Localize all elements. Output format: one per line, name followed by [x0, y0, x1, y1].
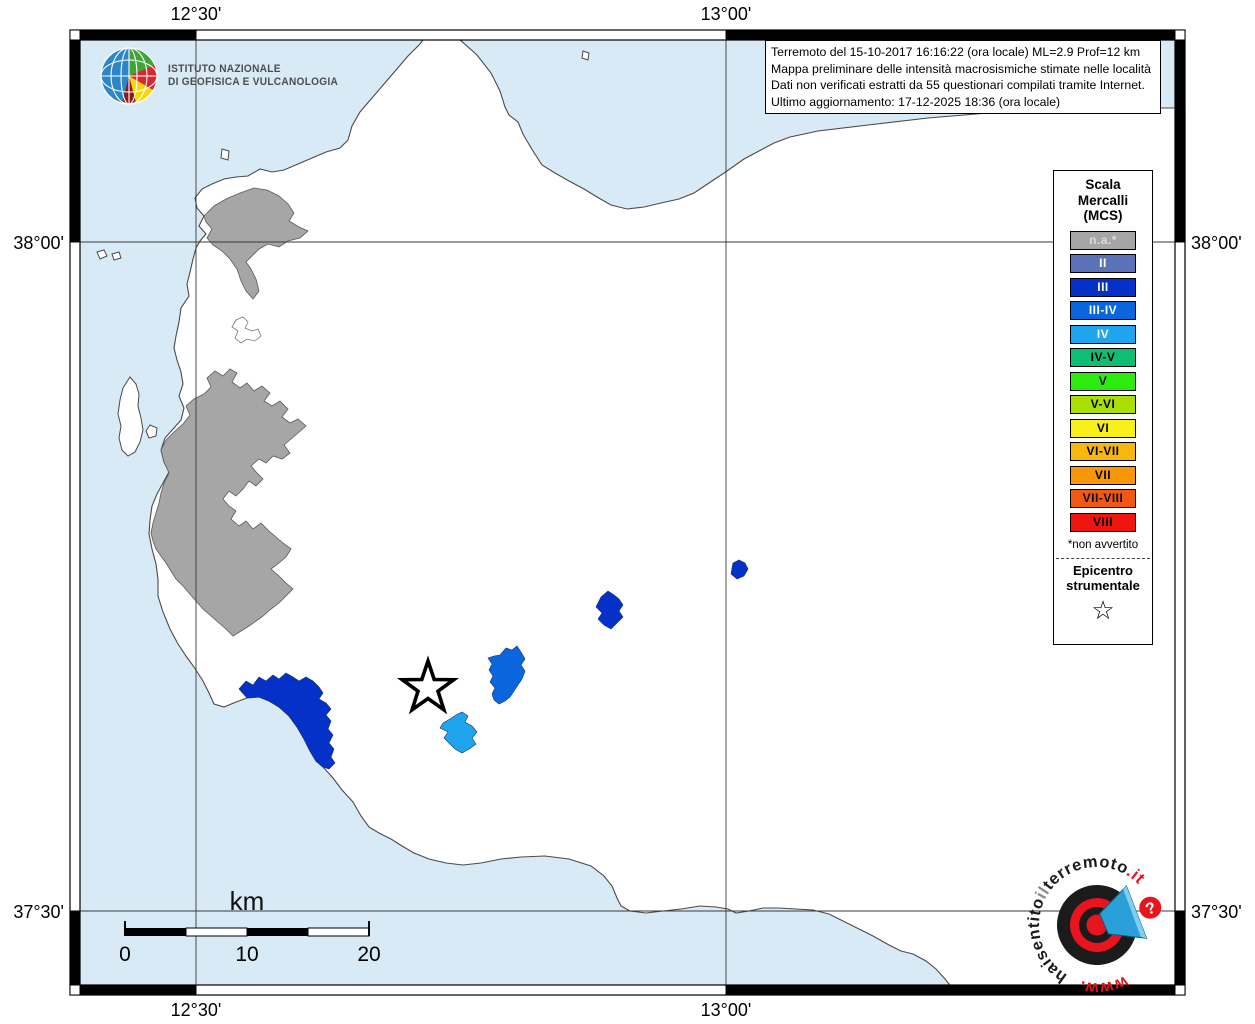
scale-tick-20: 20: [357, 943, 381, 966]
legend-title-line3: (MCS): [1083, 208, 1123, 223]
lat-label-right-top: 38°00': [1191, 233, 1242, 253]
lat-label-right-bottom: 37°30': [1191, 902, 1242, 922]
frame-left-white-segment: [69, 241, 81, 912]
globe-graticule: [100, 47, 158, 105]
legend-epicenter-line2: strumentale: [1066, 578, 1140, 593]
legend-title: Scala Mercalli (MCS): [1054, 177, 1152, 224]
scale-tick-10: 10: [235, 943, 259, 966]
intensity-patches-felt: [238, 559, 749, 770]
legend-swatch-vi: VI: [1070, 418, 1136, 438]
coastline-land: [148, 29, 1186, 996]
legend-items: n.a.* II III III-IV IV IV-V V V-VI VI VI…: [1054, 230, 1152, 532]
lon-label-top-left: 12°30': [170, 4, 222, 24]
legend-title-line2: Mercalli: [1077, 192, 1129, 208]
frame-corner: [69, 29, 81, 41]
islet: [220, 148, 230, 161]
event-info-line2: Mappa preliminare delle intensità macros…: [771, 61, 1152, 76]
frame-outer-outline: [69, 29, 1186, 996]
epicenter-star: [396, 655, 460, 715]
legend-footnote: *non avvertito: [1067, 538, 1139, 551]
legend-epicenter-label: Epicentro strumentale: [1054, 563, 1152, 594]
patch-inland-iii: [595, 590, 624, 630]
legend-swatch-ii: II: [1070, 254, 1136, 273]
patch-east-iii: [730, 559, 749, 580]
ingv-name-line1: ISTITUTO NAZIONALE: [168, 63, 281, 75]
legend-swatch-iii-iv: III-IV: [1070, 301, 1136, 320]
legend-swatch-vii-viii: VII-VIII: [1070, 489, 1136, 508]
event-info-line3: Dati non verificati estratti da 55 quest…: [771, 78, 1145, 93]
legend-divider: [1056, 557, 1150, 559]
patch-iv: [439, 711, 478, 754]
legend-box: Scala Mercalli (MCS) n.a.* II III III-IV…: [1053, 170, 1153, 645]
legend-swatch-iv: IV: [1070, 324, 1136, 344]
legend-star-icon: ☆: [1091, 594, 1115, 625]
ingv-name: ISTITUTO NAZIONALE DI GEOFISICA E VULCAN…: [168, 63, 338, 89]
intensity-patches-na: [150, 187, 309, 637]
patch-marsala-na: [150, 368, 307, 637]
legend-swatch-na: n.a.*: [1070, 230, 1136, 250]
frame-corner: [1174, 984, 1186, 996]
scale-bar-segment: [185, 927, 248, 937]
frame-corner: [69, 984, 81, 996]
logo-question-badge: [1139, 896, 1162, 919]
patch-outline-only: [231, 316, 262, 344]
scale-tick-0: 0: [119, 943, 131, 966]
frame-corner: [1174, 29, 1186, 41]
scale-bar-segment: [125, 928, 186, 936]
scale-bar-segment: [247, 928, 308, 936]
patch-iii-iv: [487, 645, 526, 705]
island-stagnone: [117, 376, 144, 457]
legend-swatch-v: V: [1070, 371, 1136, 391]
legend-swatch-vi-vii: VI-VII: [1070, 442, 1136, 461]
patch-trapani-na: [203, 187, 309, 300]
logo-www-text: www.: [1072, 963, 1131, 1006]
scale-bar-unit: km: [229, 886, 265, 916]
scale-bar: [124, 921, 370, 937]
ingv-globe-logo-icon: [100, 47, 158, 105]
legend-epicenter-line1: Epicentro: [1073, 562, 1133, 578]
site-logo-group: ? haisentitoilterremoto.it www.: [1013, 843, 1162, 1006]
islet: [145, 424, 158, 439]
map-frame: [69, 29, 1186, 996]
scale-bar-segment: [307, 927, 370, 937]
legend-title-line1: Scala: [1085, 177, 1121, 192]
islet: [111, 251, 122, 261]
haisentitoilterremoto-logo: ? haisentitoilterremoto.it www.: [1013, 843, 1162, 1006]
event-info-box: Terremoto del 15-10-2017 16:16:22 (ora l…: [765, 40, 1161, 115]
frame-right-white-segment: [1174, 241, 1186, 912]
frame-bottom-white-segment: [195, 984, 727, 996]
lat-label-left-top: 38°00': [13, 233, 64, 253]
gridlines: [80, 40, 1175, 985]
lon-label-bottom-right: 13°00': [700, 1000, 752, 1020]
legend-swatch-v-vi: V-VI: [1070, 395, 1136, 414]
lon-label-bottom-left: 12°30': [170, 1000, 222, 1020]
legend-swatch-iv-v: IV-V: [1070, 348, 1136, 367]
logo-megaphone-rim: [1123, 886, 1147, 939]
legend-swatch-iii: III: [1070, 277, 1136, 297]
lon-label-top-right: 13°00': [700, 4, 752, 24]
event-info-line4: Ultimo aggiornamento: 17-12-2025 18:36 (…: [771, 94, 1061, 109]
legend-swatch-vii: VII: [1070, 465, 1136, 485]
ingv-branding: ISTITUTO NAZIONALE DI GEOFISICA E VULCAN…: [98, 45, 353, 107]
islet: [581, 50, 590, 61]
globe-red-sector: [129, 65, 158, 90]
patch-mazara-iii: [238, 672, 336, 770]
frame-inner-outline: [79, 39, 1176, 986]
logo-megaphone-icon: [1099, 885, 1148, 939]
ingv-name-line2: DI GEOFISICA E VULCANOLOGIA: [168, 76, 339, 88]
islet: [96, 249, 108, 260]
lat-label-left-bottom: 37°30': [13, 902, 64, 922]
logo-text-www: www.: [1072, 963, 1131, 1006]
frame-top-white-segment: [195, 29, 727, 41]
legend-swatch-viii: VIII: [1070, 512, 1136, 532]
event-info-line1: Terremoto del 15-10-2017 16:16:22 (ora l…: [771, 45, 1141, 59]
